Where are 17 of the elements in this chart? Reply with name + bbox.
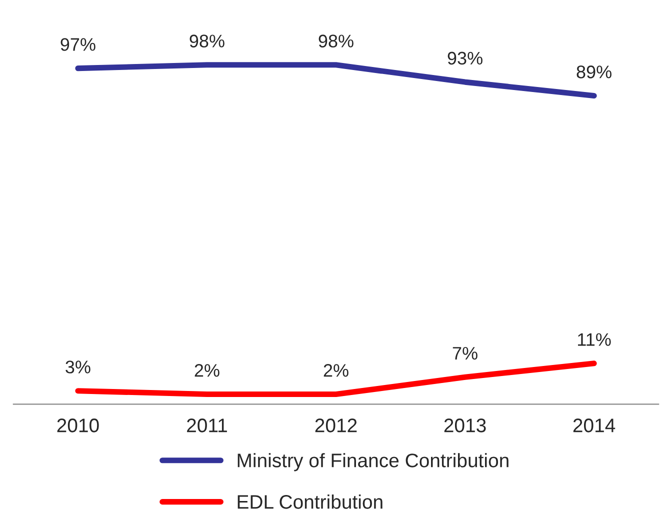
data-label: 7% bbox=[452, 346, 478, 360]
data-label: 11% bbox=[578, 333, 611, 346]
x-tick-label: 2011 bbox=[187, 418, 227, 432]
data-label: 97% bbox=[60, 38, 96, 51]
data-label: 93% bbox=[448, 52, 482, 65]
legend-label: EDL Contribution bbox=[238, 494, 382, 509]
data-label: 98% bbox=[318, 34, 354, 48]
data-label: 2% bbox=[194, 364, 220, 377]
x-tick-label: 2012 bbox=[315, 418, 357, 432]
legend-label: Ministry of Finance Contribution bbox=[238, 453, 508, 472]
data-label: 89% bbox=[576, 66, 612, 78]
x-tick-label: 2013 bbox=[444, 418, 486, 432]
data-label: 3% bbox=[66, 360, 90, 374]
data-label: 2% bbox=[324, 364, 348, 377]
x-tick-label: 2014 bbox=[573, 418, 616, 432]
data-label: 98% bbox=[190, 34, 224, 48]
x-tick-label: 2010 bbox=[57, 418, 99, 432]
